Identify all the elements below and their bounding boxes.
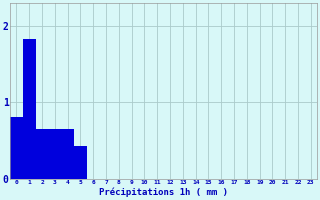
Bar (23, 39, 36, 179)
Bar (36, 129, 48, 179)
Bar (48, 129, 61, 179)
Bar (10, 117, 23, 179)
Bar (74, 146, 87, 179)
Bar (61, 129, 74, 179)
X-axis label: Précipitations 1h ( mm ): Précipitations 1h ( mm ) (99, 188, 228, 197)
